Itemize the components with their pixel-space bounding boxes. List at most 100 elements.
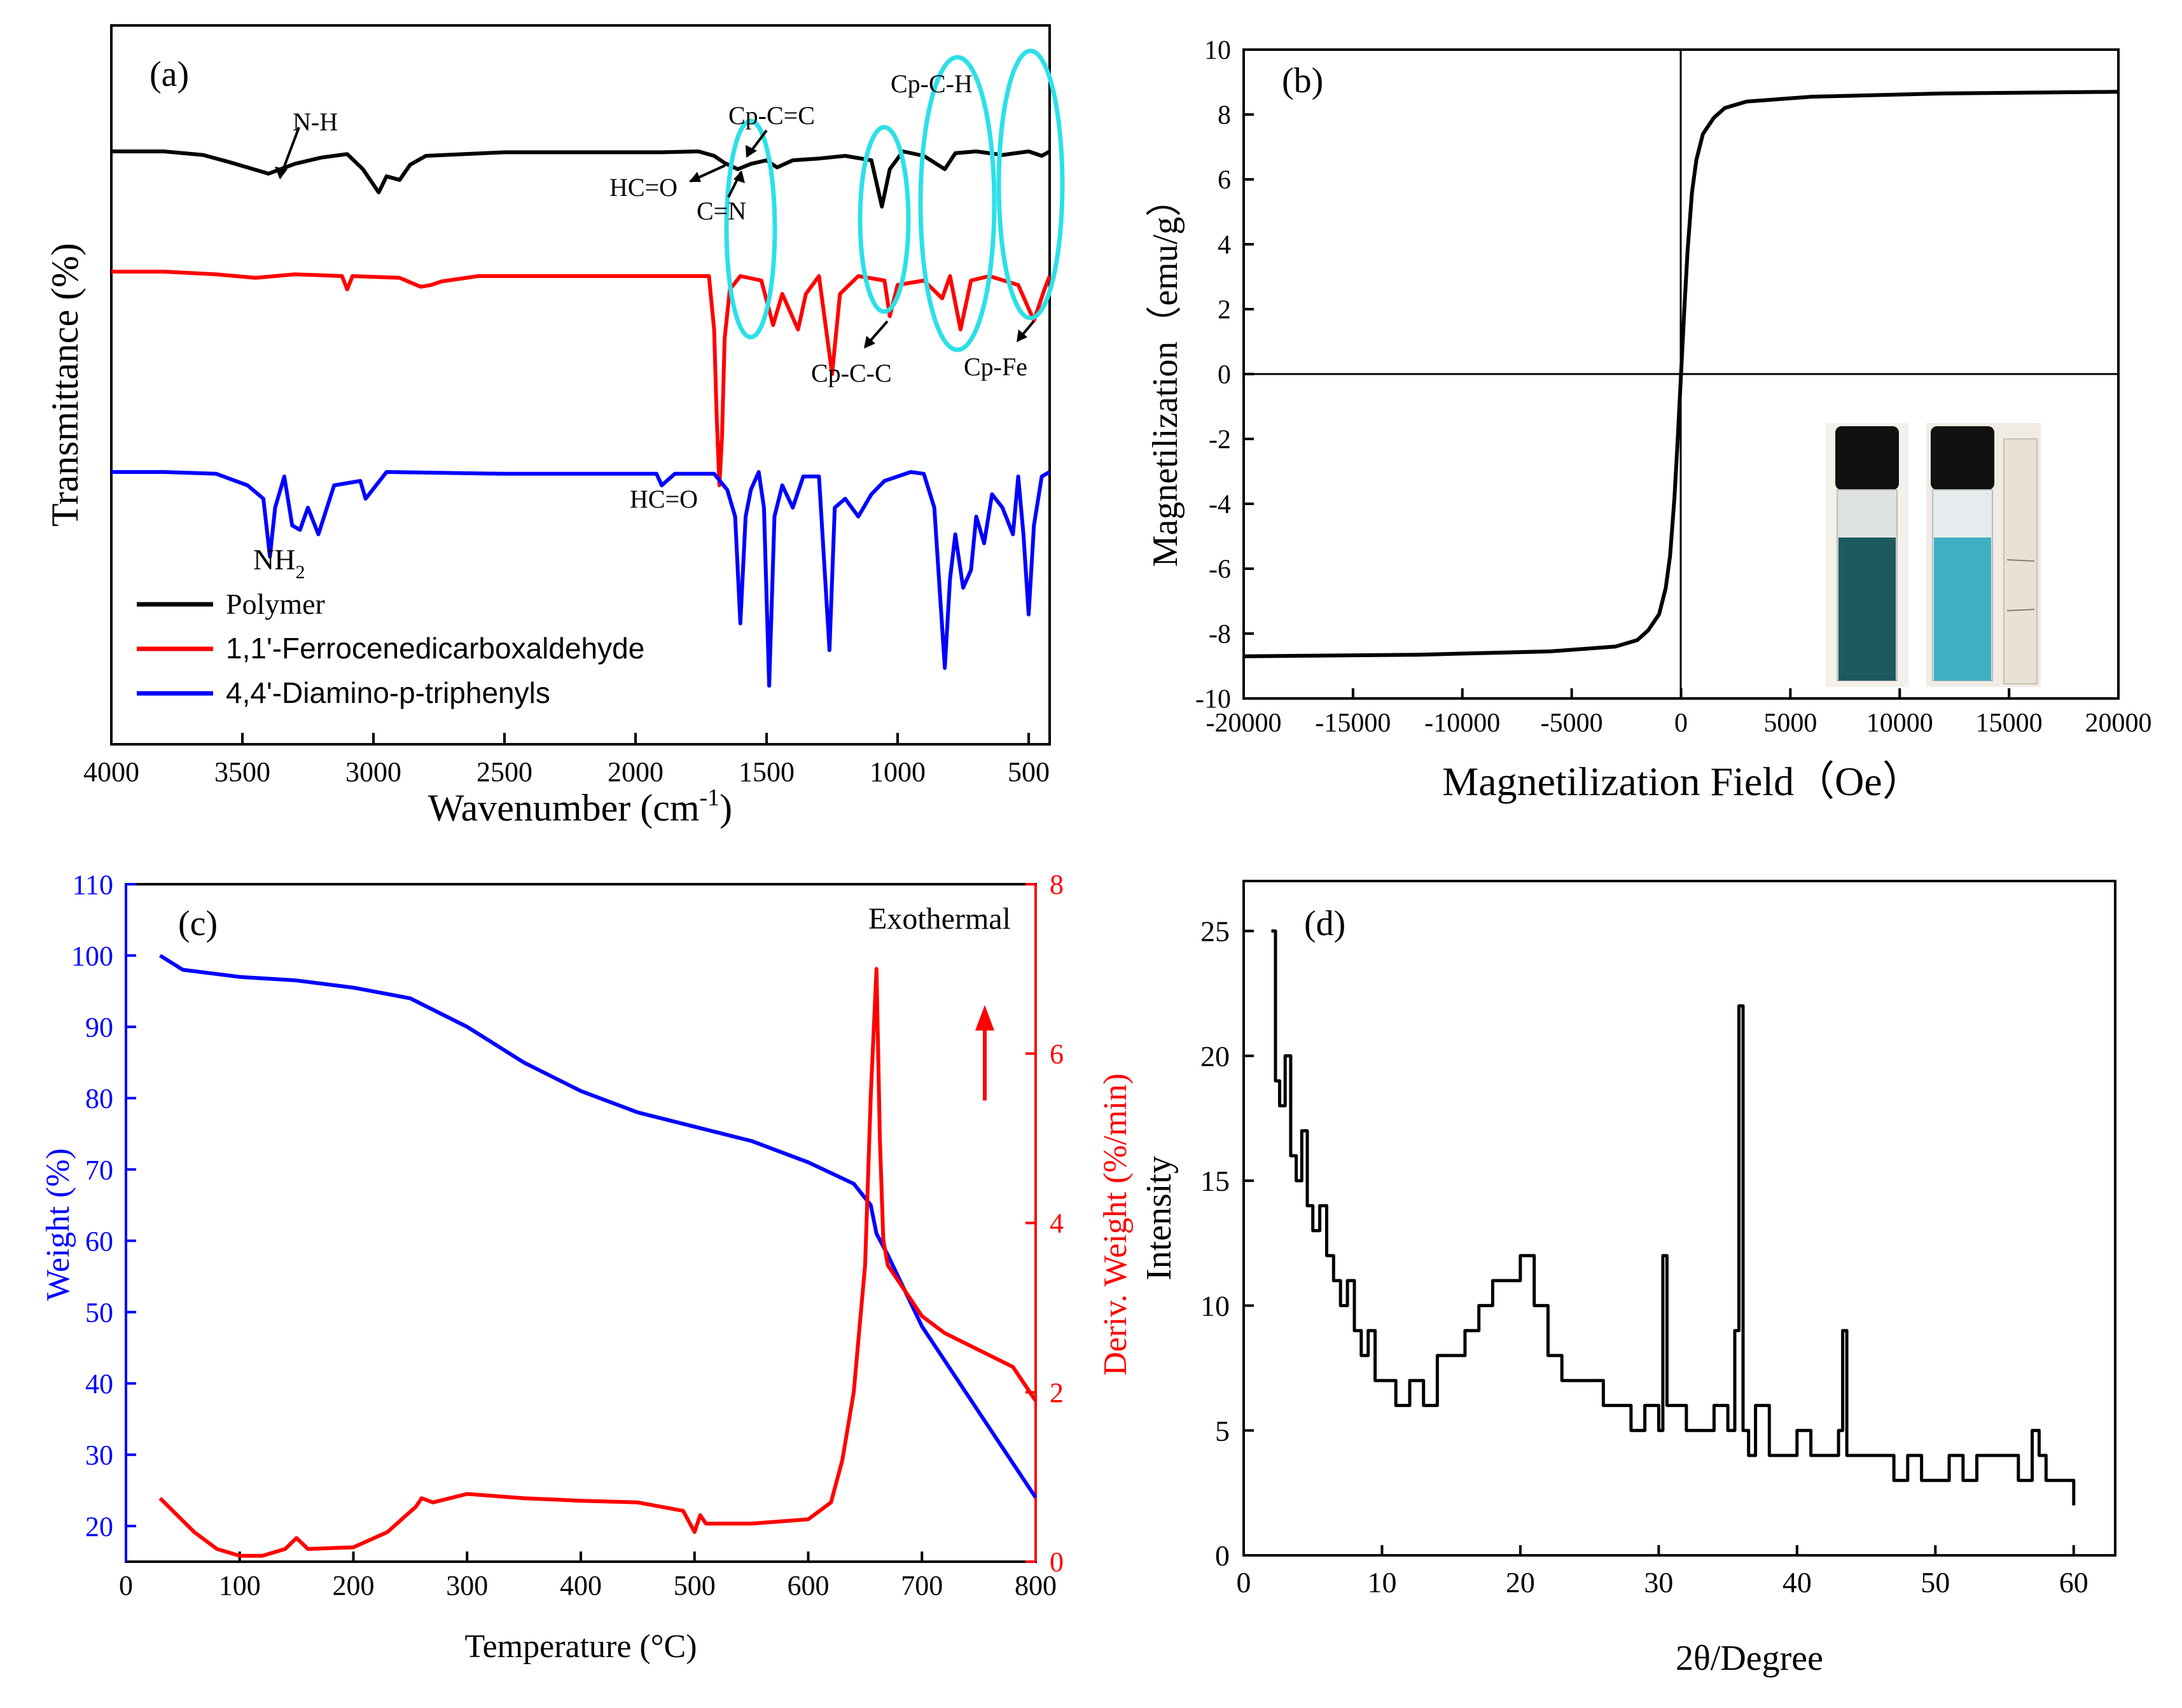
panel-d-x-tick-label-10: 10 (1367, 1566, 1396, 1599)
panel-b-y-tick-label-2: 2 (1218, 296, 1231, 325)
panel-a-highlight-ellipses (724, 48, 1065, 352)
panel-d-x-label: 2θ/Degree (1676, 1639, 1823, 1678)
panel-c-yl-tick-label-110: 110 (73, 869, 113, 900)
panel-a-x-tick-label-1000: 1000 (870, 756, 926, 788)
panel-d-y-tick-label-10: 10 (1200, 1290, 1230, 1323)
panel-a-x-tick-label-4000: 4000 (83, 756, 139, 788)
arrowhead-cn (733, 170, 745, 183)
panel-c-series (158, 954, 1038, 1558)
annot-nh2-sub: 2 (295, 562, 305, 583)
highlight-ellipse-1030 (858, 125, 911, 314)
panel-a-x-tick-label-2000: 2000 (608, 756, 664, 788)
panel-c-yr-tick-label-8: 8 (1050, 869, 1064, 900)
vial-1-cap (1835, 426, 1899, 490)
arrowhead-hco (689, 172, 701, 182)
legend-label-ferrocene: 1,1'-Ferrocenedicarboxaldehyde (226, 632, 644, 665)
panel-d-x-tick-label-0: 0 (1237, 1566, 1251, 1599)
panel-a-series (111, 149, 1052, 688)
panel-c-y-label-left: Weight (%) (40, 1148, 76, 1301)
panel-c-x-tick-label-300: 300 (446, 1570, 488, 1601)
panel-c-yr-tick-label-2: 2 (1050, 1377, 1064, 1408)
vial-2-liquid (1934, 538, 1991, 681)
panel-b-y-tick-label-4: 4 (1218, 231, 1231, 260)
panel-b-y-tick-label--6: -6 (1209, 555, 1231, 585)
panel-a-label: (a) (149, 55, 189, 94)
panel-c-x-tick-label-500: 500 (674, 1570, 716, 1601)
arrowhead-cpcc2 (864, 336, 875, 349)
panel-c-yl-tick-label-30: 30 (85, 1440, 113, 1471)
panel-a-x-tick-label-3000: 3000 (345, 756, 401, 788)
panel-c-yl-tick-label-20: 20 (85, 1511, 113, 1542)
panel-c-x-tick-label-400: 400 (560, 1570, 602, 1601)
panel-d-y-tick-label-0: 0 (1215, 1539, 1230, 1572)
panel-d-y-tick-label-5: 5 (1215, 1415, 1230, 1447)
panel-c-yr-tick-label-0: 0 (1050, 1546, 1064, 1578)
panel-b-y-label: Magnetilization（emu/g） (1146, 181, 1185, 567)
inset-vials-photo (1826, 423, 2041, 687)
panel-d-y-tick-label-20: 20 (1200, 1040, 1230, 1073)
annot-nh2-base: NH (253, 543, 295, 576)
panel-b-ticks: -20000 -15000 -10000 -5000 0 5000 10000 15000 20… (1195, 36, 2152, 738)
panel-b-x-tick-label-0: 0 (1674, 709, 1688, 738)
panel-d-label: (d) (1304, 904, 1345, 943)
panel-b-y-tick-label-8: 8 (1218, 101, 1231, 130)
vial-1-liquid (1838, 538, 1896, 681)
panel-a-series-1 (111, 270, 1052, 487)
panel-a-y-label: Transmittance (%) (44, 243, 86, 527)
panel-c-x-label: Temperature (°C) (464, 1628, 697, 1665)
panel-c-x-tick-label-700: 700 (901, 1570, 943, 1601)
panel-c: 0 100 200 300 400 500 600 700 800203040506070809… (40, 869, 1134, 1665)
panel-d-x-tick-label-20: 20 (1506, 1566, 1535, 1599)
magnet-mark-2 (2006, 609, 2035, 611)
panel-d-x-tick-label-30: 30 (1644, 1566, 1673, 1599)
panel-a-x-label-sup: -1 (700, 784, 720, 811)
arrowhead-cpcc (746, 145, 757, 158)
panel-d-y-tick-label-15: 15 (1200, 1165, 1230, 1197)
panel-c-yl-tick-label-70: 70 (85, 1155, 113, 1186)
panel-c-x-tick-label-100: 100 (219, 1570, 261, 1601)
panel-b-y-tick-label-0: 0 (1218, 361, 1231, 390)
panel-b-x-tick-label--5000: -5000 (1541, 709, 1603, 738)
panel-b-y-tick-label-6: 6 (1218, 166, 1231, 195)
exothermal-arrowhead (975, 1005, 994, 1031)
panel-a-series-0 (111, 149, 1051, 209)
panel-a-series-2 (111, 470, 1051, 688)
vial-2-cap (1931, 426, 1994, 490)
panel-c-label: (c) (178, 904, 218, 943)
annot-hc-o-bottom: HC=O (630, 485, 698, 513)
panel-d-series (1271, 929, 2076, 1506)
panel-b-x-tick-label--15000: -15000 (1315, 709, 1391, 738)
panel-b-y-tick-label--8: -8 (1209, 620, 1231, 649)
panel-a-x-label-base: Wavenumber (cm (428, 787, 700, 829)
magnet-mark-1 (2006, 559, 2035, 562)
panel-a-arrowheads (275, 145, 1027, 349)
panel-c-x-tick-label-0: 0 (119, 1570, 133, 1601)
panel-b-x-tick-label--20000: -20000 (1206, 709, 1282, 738)
panel-a-x-label: Wavenumber (cm-1) (428, 784, 732, 829)
annot-cp-c-h: Cp-C-H (891, 69, 973, 98)
panel-a-x-ticks: 4000 3500 3000 2500 2000 1500 1000 500 (83, 733, 1050, 788)
panel-a-x-tick-label-3500: 3500 (214, 756, 270, 788)
arrowhead-cpfe (1017, 330, 1027, 342)
panel-c-x-tick-label-200: 200 (333, 1570, 375, 1601)
annot-cp-fe: Cp-Fe (964, 352, 1027, 381)
panel-d-y-label: Intensity (1139, 1156, 1179, 1281)
panel-d-ticks: 0 10 20 30 40 50 60 0 5 10 15 20 25 (1200, 915, 2088, 1599)
annot-nh: N-H (293, 108, 338, 136)
panel-c-x-tick-label-800: 800 (1015, 1570, 1057, 1601)
panel-a-x-label-end: ) (719, 787, 732, 829)
panel-a-x-tick-label-500: 500 (1008, 756, 1050, 788)
panel-d-y-tick-label-25: 25 (1200, 915, 1230, 948)
panel-b-x-tick-label-15000: 15000 (1976, 709, 2043, 738)
panel-c-yl-tick-label-80: 80 (85, 1083, 113, 1114)
annot-c-eq-n: C=N (697, 197, 746, 225)
panel-b-y-tick-label--10: -10 (1195, 685, 1231, 714)
panel-c-yl-tick-label-100: 100 (71, 941, 113, 972)
legend-label-diamino: 4,4'-Diamino-p-triphenyls (226, 676, 550, 709)
panel-d-x-tick-label-60: 60 (2059, 1566, 2088, 1599)
panel-b-y-tick-label--4: -4 (1209, 490, 1231, 520)
panel-c-yl-tick-label-60: 60 (85, 1226, 113, 1257)
annot-exothermal: Exothermal (868, 902, 1011, 936)
panel-d-frame (1242, 880, 2116, 1557)
